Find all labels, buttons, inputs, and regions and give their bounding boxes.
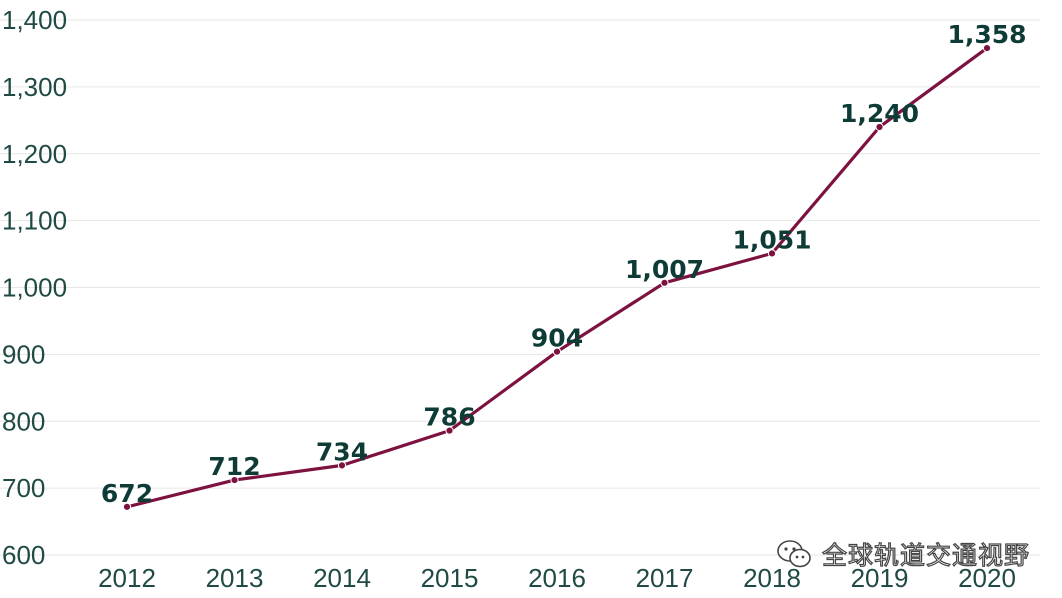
data-label: 1,240 <box>840 99 919 128</box>
y-tick-label: 900 <box>2 339 45 369</box>
data-point <box>767 249 777 258</box>
data-point <box>337 461 347 470</box>
data-point <box>982 43 992 53</box>
data-label: 1,051 <box>732 225 811 254</box>
y-tick-label: 1,300 <box>2 72 67 102</box>
x-tick-label: 2012 <box>98 563 156 593</box>
data-point <box>875 122 884 132</box>
data-point <box>552 347 562 356</box>
data-label: 712 <box>208 452 260 481</box>
wechat-icon <box>777 540 811 568</box>
x-tick-label: 2015 <box>421 563 479 593</box>
x-tick-label: 2016 <box>528 563 586 593</box>
x-tick-label: 2013 <box>206 563 264 593</box>
data-point <box>660 278 669 287</box>
data-point <box>445 426 454 435</box>
data-label: 1,358 <box>947 20 1026 49</box>
y-tick-label: 800 <box>2 406 45 436</box>
data-point <box>122 502 132 511</box>
x-tick-label: 2014 <box>313 563 371 593</box>
data-label: 786 <box>423 403 475 432</box>
x-tick-label: 2019 <box>851 563 909 593</box>
data-point <box>230 476 239 485</box>
watermark-text: 全球轨道交通视野 <box>821 540 1031 570</box>
y-tick-label: 1,200 <box>2 139 67 169</box>
data-label: 904 <box>531 324 583 353</box>
x-tick-label: 2020 <box>958 563 1016 593</box>
x-tick-label: 2018 <box>743 563 801 593</box>
data-label: 1,007 <box>625 255 704 284</box>
y-tick-label: 700 <box>2 473 45 503</box>
data-label: 734 <box>316 437 368 466</box>
y-tick-label: 1,000 <box>2 273 67 303</box>
y-tick-label: 1,400 <box>2 5 67 35</box>
watermark: 全球轨道交通视野 <box>776 536 1030 572</box>
x-tick-label: 2017 <box>636 563 694 593</box>
data-label: 672 <box>101 479 153 508</box>
y-tick-label: 1,100 <box>2 206 67 236</box>
y-tick-label: 600 <box>2 540 45 570</box>
